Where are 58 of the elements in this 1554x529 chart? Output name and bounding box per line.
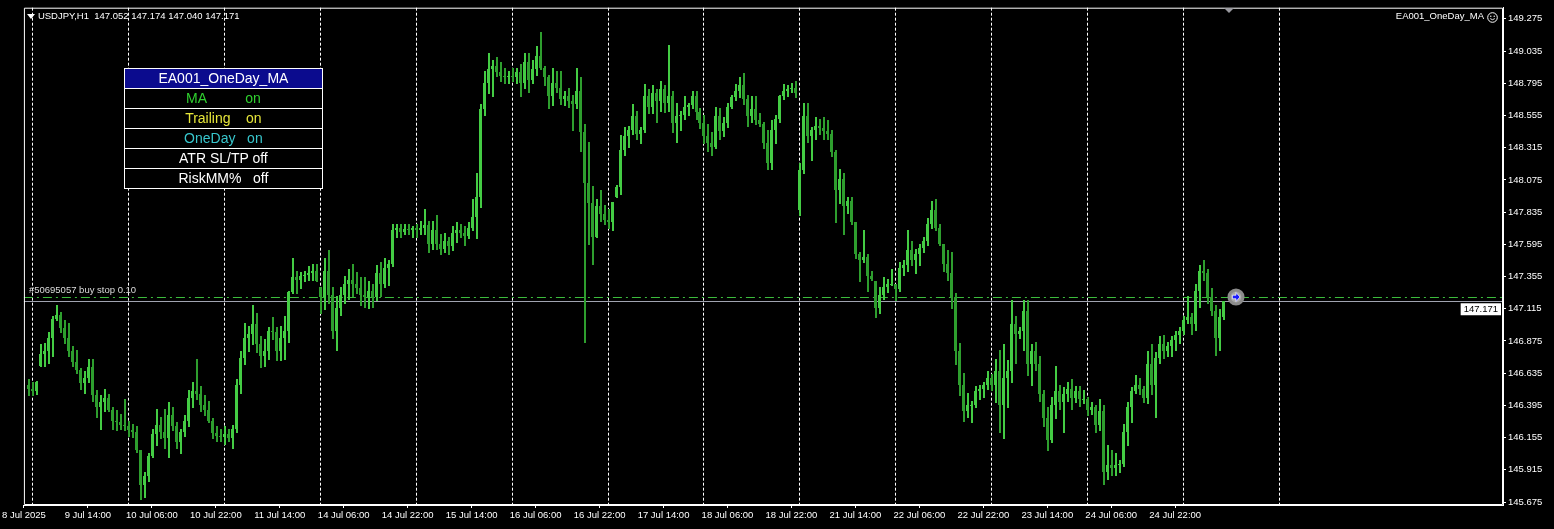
- x-tick-label: 15 Jul 14:00: [445, 509, 498, 521]
- annotation: MA on: [186, 89, 261, 106]
- y-tick-label: 147.355: [1508, 270, 1543, 282]
- annotation: ATR SL/TP off: [179, 149, 268, 166]
- candlestick: [219, 429, 222, 442]
- y-tick-label: 147.115: [1508, 302, 1542, 314]
- candlestick: [511, 68, 514, 82]
- annotation: OneDay on: [184, 129, 263, 146]
- x-tick-label: 16 Jul 22:00: [573, 509, 626, 521]
- y-tick-label: 149.275: [1508, 12, 1543, 24]
- x-tick-label: 10 Jul 06:00: [125, 509, 178, 521]
- y-tick-label: 147.835: [1508, 205, 1543, 217]
- chart-title: USDJPY,H1 147.052 147.174 147.040 147.171: [37, 10, 240, 22]
- y-tick-label: 145.915: [1508, 463, 1543, 475]
- candlestick: [862, 230, 865, 263]
- ref-line-label: #50695057 buy stop 0.10: [28, 284, 137, 296]
- annotation: RiskMM% off: [178, 169, 269, 186]
- x-tick-label: 14 Jul 06:00: [317, 509, 370, 521]
- y-tick-label: 145.675: [1508, 495, 1543, 507]
- x-tick-label: 16 Jul 06:00: [509, 509, 562, 521]
- x-tick-label: 22 Jul 22:00: [957, 509, 1010, 521]
- x-tick-label: 14 Jul 22:00: [381, 509, 434, 521]
- candlestick: [363, 277, 366, 308]
- y-tick-label: 146.395: [1508, 399, 1543, 411]
- x-tick-label: 8 Jul 2025: [2, 509, 46, 521]
- candlestick: [123, 399, 126, 431]
- y-tick-label: 146.875: [1508, 334, 1543, 346]
- y-tick-label: 149.035: [1508, 44, 1543, 56]
- candlestick: [667, 45, 670, 112]
- y-tick-label: 148.315: [1508, 141, 1543, 153]
- candlestick: [507, 71, 510, 84]
- x-tick-label: 18 Jul 06:00: [701, 509, 754, 521]
- x-tick-label: 11 Jul 14:00: [254, 509, 306, 521]
- annotation: EA001_OneDay_MA: [1395, 10, 1485, 22]
- ref-line-label: 147.171: [1463, 303, 1498, 315]
- x-tick-label: 21 Jul 14:00: [829, 509, 882, 521]
- x-tick-label: 18 Jul 22:00: [765, 509, 818, 521]
- x-tick-label: 24 Jul 06:00: [1085, 509, 1138, 521]
- y-tick-label: 146.155: [1508, 431, 1543, 443]
- candlestick: [790, 83, 793, 93]
- y-tick-label: 148.555: [1508, 109, 1543, 121]
- candlestick: [607, 209, 610, 229]
- y-tick-label: 148.075: [1508, 173, 1543, 185]
- y-tick-label: 148.795: [1508, 76, 1543, 88]
- candlestick: [1082, 390, 1085, 404]
- candlestick: [407, 224, 410, 235]
- x-tick-label: 22 Jul 06:00: [893, 509, 946, 521]
- x-tick-label: 23 Jul 14:00: [1021, 509, 1074, 521]
- x-tick-label: 17 Jul 14:00: [637, 509, 690, 521]
- y-tick-label: 147.595: [1508, 237, 1543, 249]
- annotation: EA001_OneDay_MA: [158, 69, 289, 86]
- x-tick-label: 24 Jul 22:00: [1149, 509, 1202, 521]
- candlestick: [890, 269, 893, 286]
- annotation: Trailing on: [185, 109, 262, 126]
- y-tick-label: 146.635: [1508, 366, 1543, 378]
- candlestick: [115, 410, 118, 431]
- x-tick-label: 10 Jul 22:00: [189, 509, 242, 521]
- x-tick-label: 9 Jul 14:00: [64, 509, 112, 521]
